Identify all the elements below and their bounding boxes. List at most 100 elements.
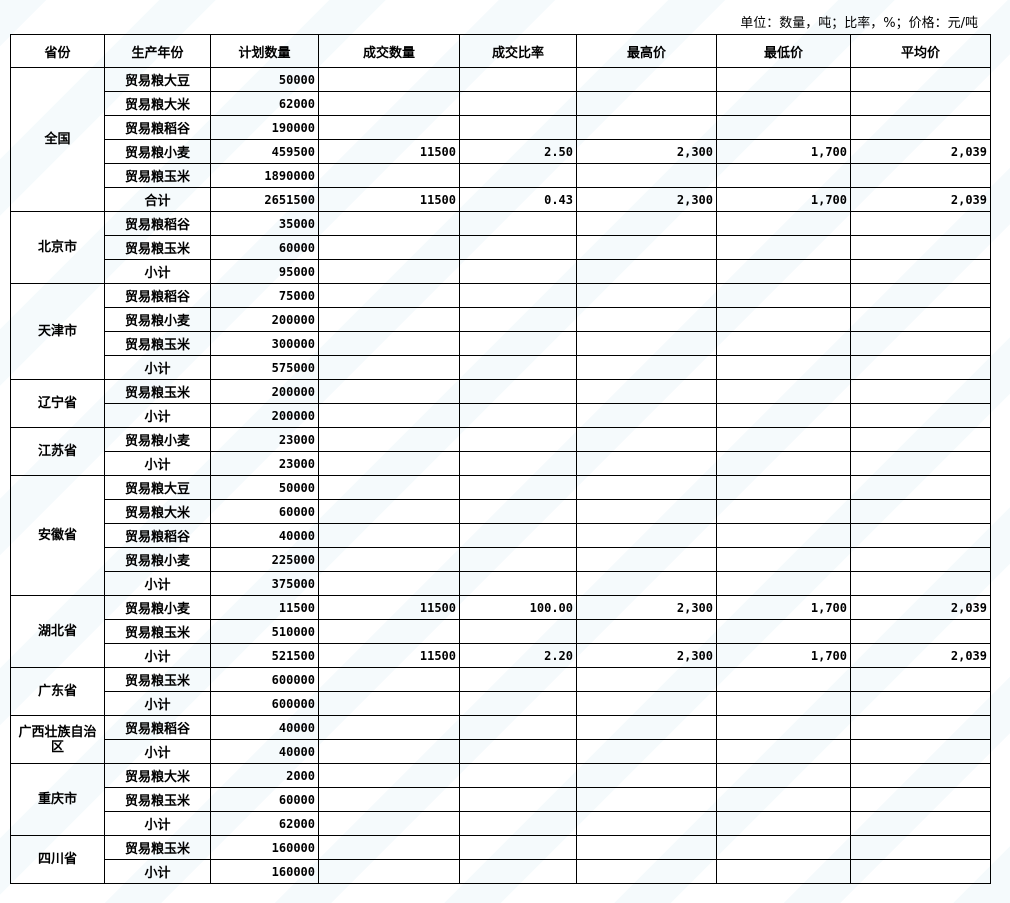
- max-price-cell: [576, 379, 717, 404]
- min-price-cell: [716, 619, 851, 644]
- deal-ratio-cell: [459, 835, 577, 860]
- product-cell: 贸易粮玉米: [104, 163, 211, 188]
- deal-ratio-cell: [459, 331, 577, 356]
- planned-qty-cell: 50000: [210, 67, 319, 92]
- province-cell: 广西壮族自治区: [10, 715, 105, 764]
- avg-price-cell: [850, 451, 991, 476]
- deal-qty-cell: [318, 715, 460, 740]
- planned-qty-cell: 190000: [210, 115, 319, 140]
- max-price-cell: [576, 571, 717, 596]
- deal-qty-cell: [318, 115, 460, 140]
- planned-qty-cell: 50000: [210, 475, 319, 500]
- table-row: 贸易粮稻谷 190000: [11, 115, 991, 140]
- avg-price-cell: [850, 571, 991, 596]
- deal-ratio-cell: [459, 547, 577, 572]
- table-row: 广东省 贸易粮玉米 600000: [10, 667, 991, 716]
- min-price-cell: [716, 475, 851, 500]
- table-row: 贸易粮玉米 60000: [11, 235, 991, 260]
- avg-price-cell: [850, 763, 991, 788]
- table-row: 北京市 贸易粮稻谷 35000: [10, 211, 991, 284]
- deal-ratio-cell: 2.20: [459, 643, 577, 668]
- min-price-cell: [716, 163, 851, 188]
- deal-ratio-cell: [459, 691, 577, 716]
- avg-price-cell: [850, 283, 991, 308]
- product-cell: 贸易粮大豆: [104, 67, 211, 92]
- table-row: 小计 521500 11500 2.20 2,300 1,700 2,039: [11, 643, 991, 668]
- deal-ratio-cell: [459, 715, 577, 740]
- deal-ratio-cell: 0.43: [459, 187, 577, 212]
- planned-qty-cell: 459500: [210, 139, 319, 164]
- max-price-cell: [576, 331, 717, 356]
- min-price-cell: [716, 307, 851, 332]
- deal-ratio-cell: [459, 739, 577, 764]
- avg-price-cell: [850, 739, 991, 764]
- table-row: 小计 23000: [11, 451, 991, 476]
- table-row: 全国 贸易粮大豆 50000: [10, 67, 991, 212]
- max-price-cell: [576, 547, 717, 572]
- min-price-cell: [716, 91, 851, 116]
- planned-qty-cell: 160000: [210, 859, 319, 884]
- table-row: 小计 575000: [11, 355, 991, 380]
- product-cell: 贸易粮稻谷: [104, 115, 211, 140]
- max-price-cell: [576, 355, 717, 380]
- product-cell: 贸易粮玉米: [104, 379, 211, 404]
- avg-price-cell: [850, 307, 991, 332]
- table-row: 贸易粮大米 62000: [11, 91, 991, 116]
- avg-price-cell: [850, 499, 991, 524]
- avg-price-cell: [850, 379, 991, 404]
- product-cell: 小计: [104, 691, 211, 716]
- table-row: 天津市 贸易粮稻谷 75000: [10, 283, 991, 380]
- avg-price-cell: [850, 859, 991, 884]
- planned-qty-cell: 200000: [210, 379, 319, 404]
- avg-price-cell: [850, 691, 991, 716]
- product-cell: 贸易粮稻谷: [104, 211, 211, 236]
- deal-ratio-cell: [459, 379, 577, 404]
- max-price-cell: [576, 211, 717, 236]
- deal-qty-cell: [318, 307, 460, 332]
- avg-price-cell: [850, 835, 991, 860]
- province-cell: 北京市: [10, 211, 105, 284]
- min-price-cell: [716, 667, 851, 692]
- deal-ratio-cell: [459, 67, 577, 92]
- min-price-cell: 1,700: [716, 643, 851, 668]
- deal-qty-cell: 11500: [318, 139, 460, 164]
- max-price-cell: [576, 667, 717, 692]
- avg-price-cell: [850, 667, 991, 692]
- planned-qty-cell: 225000: [210, 547, 319, 572]
- min-price-cell: [716, 547, 851, 572]
- deal-qty-cell: [318, 427, 460, 452]
- min-price-cell: [716, 235, 851, 260]
- deal-ratio-cell: [459, 787, 577, 812]
- province-cell: 全国: [10, 67, 105, 212]
- min-price-cell: [716, 283, 851, 308]
- planned-qty-cell: 375000: [210, 571, 319, 596]
- table-row: 小计 200000: [11, 403, 991, 428]
- avg-price-cell: 2,039: [850, 139, 991, 164]
- planned-qty-cell: 2651500: [210, 187, 319, 212]
- deal-qty-cell: [318, 619, 460, 644]
- max-price-cell: [576, 475, 717, 500]
- product-cell: 贸易粮玉米: [104, 235, 211, 260]
- deal-qty-cell: [318, 763, 460, 788]
- deal-qty-cell: [318, 163, 460, 188]
- product-cell: 贸易粮稻谷: [104, 283, 211, 308]
- planned-qty-cell: 60000: [210, 499, 319, 524]
- product-cell: 贸易粮稻谷: [104, 523, 211, 548]
- product-cell: 贸易粮玉米: [104, 619, 211, 644]
- deal-qty-cell: [318, 451, 460, 476]
- table-row: 广西壮族自治区 贸易粮稻谷 40000: [10, 715, 991, 764]
- avg-price-cell: [850, 355, 991, 380]
- product-cell: 小计: [104, 403, 211, 428]
- planned-qty-cell: 62000: [210, 811, 319, 836]
- header-province: 省份: [10, 34, 105, 68]
- product-cell: 小计: [104, 571, 211, 596]
- deal-ratio-cell: [459, 619, 577, 644]
- deal-ratio-cell: [459, 475, 577, 500]
- deal-ratio-cell: [459, 211, 577, 236]
- deal-ratio-cell: [459, 811, 577, 836]
- avg-price-cell: [850, 427, 991, 452]
- deal-qty-cell: [318, 667, 460, 692]
- product-cell: 贸易粮大豆: [104, 475, 211, 500]
- deal-ratio-cell: [459, 259, 577, 284]
- product-cell: 贸易粮小麦: [104, 427, 211, 452]
